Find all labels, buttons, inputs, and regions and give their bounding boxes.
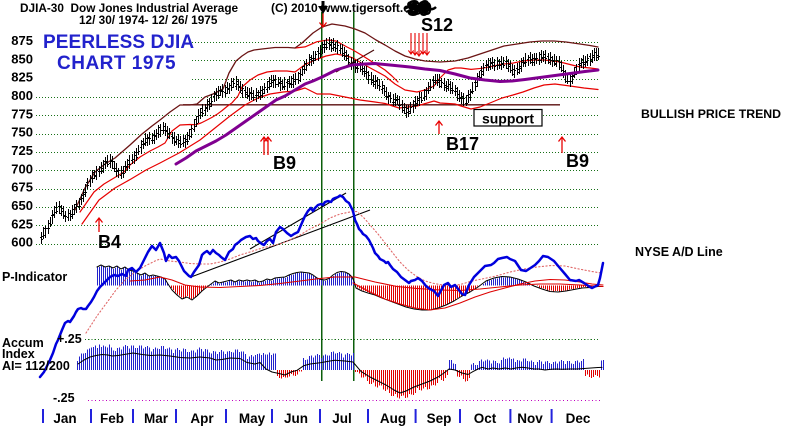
svg-text:Dec: Dec bbox=[566, 411, 591, 426]
svg-text:12/ 30/ 1974- 12/ 26/ 1975: 12/ 30/ 1974- 12/ 26/ 1975 bbox=[79, 13, 218, 27]
svg-text:Jan: Jan bbox=[53, 411, 76, 426]
svg-text:Sep: Sep bbox=[427, 411, 452, 426]
svg-text:850: 850 bbox=[11, 51, 33, 66]
svg-text:BULLISH PRICE TREND: BULLISH PRICE TREND bbox=[641, 107, 781, 121]
svg-text:650: 650 bbox=[11, 198, 33, 213]
svg-text:600: 600 bbox=[11, 235, 33, 250]
svg-text:Jul: Jul bbox=[332, 411, 352, 426]
svg-text:B9: B9 bbox=[566, 151, 589, 171]
svg-text:PEERLESS DJIA: PEERLESS DJIA bbox=[43, 32, 194, 53]
svg-text:+.25: +.25 bbox=[57, 332, 82, 346]
svg-text:AI= 112/200: AI= 112/200 bbox=[2, 359, 70, 373]
svg-text:875: 875 bbox=[11, 33, 33, 48]
svg-text:775: 775 bbox=[11, 106, 33, 121]
svg-text:Mar: Mar bbox=[144, 411, 169, 426]
svg-text:800: 800 bbox=[11, 88, 33, 103]
svg-text:725: 725 bbox=[11, 143, 33, 158]
svg-text:B17: B17 bbox=[446, 134, 479, 154]
svg-text:Index: Index bbox=[2, 347, 35, 361]
svg-text:(C) 2010 www.tigersoft.com: (C) 2010 www.tigersoft.com bbox=[271, 1, 428, 15]
svg-text:B9: B9 bbox=[273, 153, 296, 173]
svg-text:support: support bbox=[482, 111, 534, 127]
svg-text:Aug: Aug bbox=[380, 411, 406, 426]
svg-text:S12: S12 bbox=[421, 15, 453, 35]
svg-text:P-Indicator: P-Indicator bbox=[2, 270, 67, 284]
svg-text:May: May bbox=[239, 411, 266, 426]
svg-text:DJIA-30 Dow Jones Industrial: DJIA-30 Dow Jones Industrial Average bbox=[20, 1, 239, 15]
svg-text:675: 675 bbox=[11, 180, 33, 195]
svg-text:-.25: -.25 bbox=[53, 391, 75, 405]
svg-text:750: 750 bbox=[11, 125, 33, 140]
svg-text:Nov: Nov bbox=[517, 411, 543, 426]
svg-text:Jun: Jun bbox=[284, 411, 308, 426]
svg-text:Feb: Feb bbox=[100, 411, 124, 426]
svg-text:CHART 1975: CHART 1975 bbox=[57, 53, 176, 74]
svg-text:625: 625 bbox=[11, 216, 33, 231]
svg-text:Accum: Accum bbox=[2, 336, 44, 350]
svg-text:Apr: Apr bbox=[190, 411, 214, 426]
svg-text:NYSE A/D Line: NYSE A/D Line bbox=[635, 245, 723, 259]
svg-text:825: 825 bbox=[11, 70, 33, 85]
svg-text:Oct: Oct bbox=[474, 411, 497, 426]
svg-text:700: 700 bbox=[11, 161, 33, 176]
svg-text:B4: B4 bbox=[98, 232, 121, 252]
